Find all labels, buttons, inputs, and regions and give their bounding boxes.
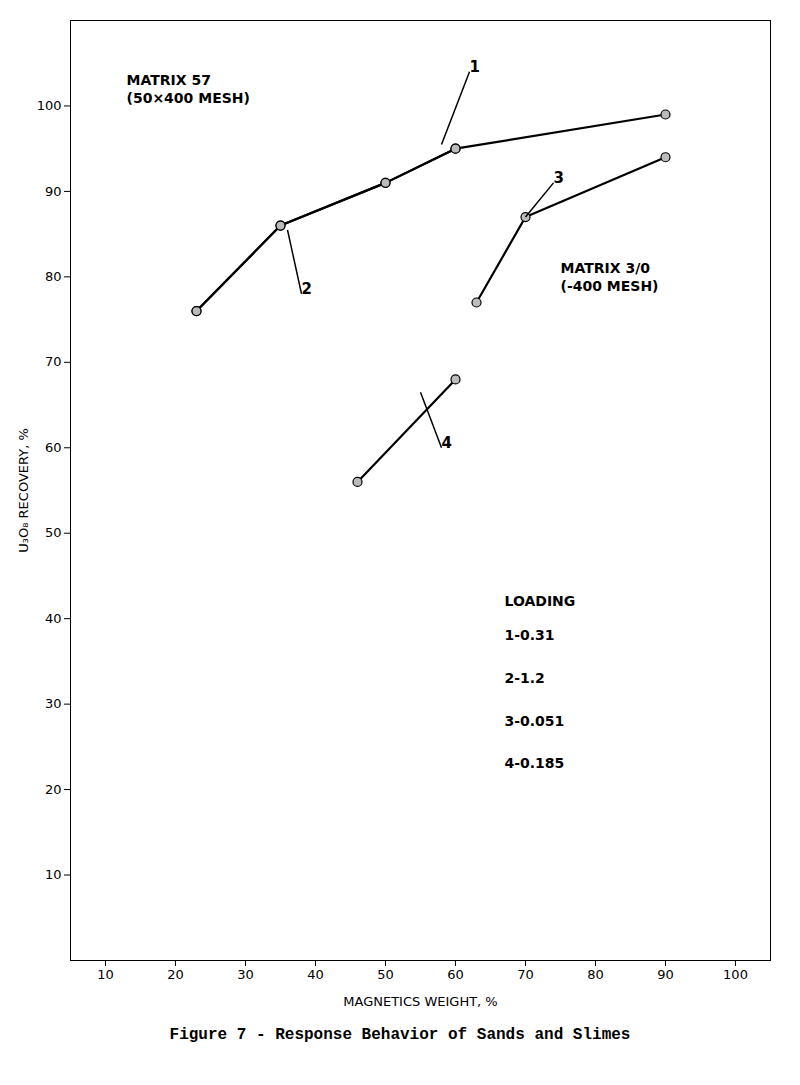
svg-text:1-0.31: 1-0.31: [505, 627, 555, 643]
html-text:Figure 7 - Response Behavior o: Figure 7 - Response Behavior of Sands an…: [169, 1026, 631, 1044]
svg-text:20: 20: [45, 782, 62, 797]
svg-text:4-0.185: 4-0.185: [505, 755, 565, 771]
svg-text:10: 10: [97, 967, 114, 982]
svg-text:MATRIX 3/0(-400 MESH): MATRIX 3/0(-400 MESH): [561, 260, 659, 294]
svg-text:50: 50: [45, 525, 62, 540]
svg-text:100: 100: [723, 967, 748, 982]
svg-text:4: 4: [442, 434, 452, 452]
svg-text:3: 3: [554, 169, 564, 187]
svg-text:2-1.2: 2-1.2: [505, 670, 545, 686]
svg-text:MATRIX 57(50×400 MESH): MATRIX 57(50×400 MESH): [127, 72, 250, 106]
svg-text:70: 70: [517, 967, 534, 982]
svg-text:90: 90: [45, 184, 62, 199]
svg-text:30: 30: [45, 696, 62, 711]
svg-text:40: 40: [307, 967, 324, 982]
svg-text:100: 100: [37, 98, 62, 113]
svg-text:2: 2: [302, 280, 312, 298]
svg-text:50: 50: [377, 967, 394, 982]
svg-text:1: 1: [470, 58, 480, 76]
svg-text:MAGNETICS WEIGHT, %: MAGNETICS WEIGHT, %: [343, 994, 497, 1009]
svg-text:40: 40: [45, 611, 62, 626]
svg-text:20: 20: [167, 967, 184, 982]
svg-text:80: 80: [45, 269, 62, 284]
svg-text:80: 80: [587, 967, 604, 982]
svg-text:U₃O₈ RECOVERY, %: U₃O₈ RECOVERY, %: [16, 428, 31, 553]
svg-text:30: 30: [237, 967, 254, 982]
svg-text:10: 10: [45, 867, 62, 882]
svg-text:3-0.051: 3-0.051: [505, 713, 565, 729]
svg-text:LOADING: LOADING: [505, 593, 576, 609]
svg-text:60: 60: [447, 967, 464, 982]
svg-text:90: 90: [657, 967, 674, 982]
svg-text:70: 70: [45, 354, 62, 369]
svg-text:60: 60: [45, 440, 62, 455]
